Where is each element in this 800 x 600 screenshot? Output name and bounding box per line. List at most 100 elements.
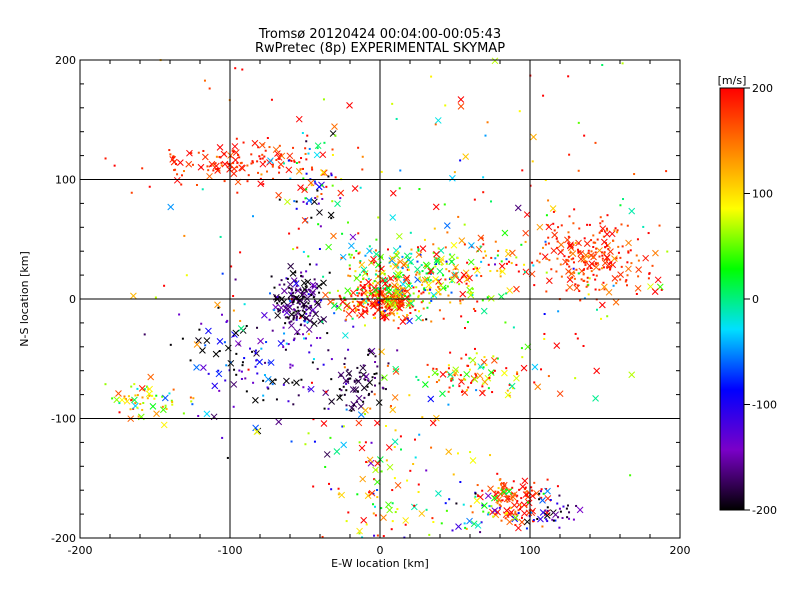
- data-point: [294, 287, 302, 294]
- data-point: [497, 487, 500, 490]
- data-point: [270, 98, 273, 101]
- data-point: [258, 141, 266, 149]
- data-point: [491, 507, 499, 514]
- data-point: [402, 276, 410, 284]
- data-point: [348, 267, 351, 270]
- x-tick-label: -200: [68, 544, 93, 557]
- data-point: [386, 300, 394, 308]
- data-point: [295, 285, 298, 288]
- data-point: [389, 278, 392, 281]
- data-point: [371, 376, 374, 379]
- data-point: [472, 307, 475, 310]
- data-point: [615, 257, 618, 260]
- data-point: [496, 472, 499, 475]
- data-point: [421, 283, 424, 286]
- data-point: [456, 257, 459, 260]
- data-point: [289, 292, 292, 295]
- data-point: [356, 287, 359, 290]
- data-point: [394, 481, 402, 489]
- data-point: [360, 384, 368, 392]
- data-point: [234, 340, 242, 347]
- data-point: [654, 276, 662, 284]
- data-point: [217, 369, 220, 372]
- data-point: [362, 298, 365, 301]
- data-point: [360, 292, 363, 295]
- data-point: [292, 339, 295, 342]
- data-point: [570, 258, 573, 261]
- data-point: [217, 306, 220, 309]
- data-point: [290, 320, 293, 323]
- data-point: [377, 301, 380, 304]
- data-point: [552, 210, 555, 213]
- data-point: [496, 491, 499, 494]
- data-point: [191, 163, 194, 166]
- data-point: [316, 195, 319, 198]
- data-point: [294, 280, 297, 283]
- data-point: [115, 390, 122, 397]
- data-point: [362, 270, 365, 273]
- data-point: [367, 299, 370, 302]
- data-point: [338, 491, 346, 499]
- data-point: [442, 317, 445, 320]
- data-point: [347, 274, 350, 277]
- data-point: [111, 397, 114, 400]
- data-point: [584, 264, 587, 267]
- data-point: [515, 263, 518, 266]
- data-point: [497, 490, 504, 498]
- data-point: [500, 260, 503, 263]
- data-point: [299, 324, 302, 327]
- data-point: [398, 187, 401, 190]
- data-point: [612, 298, 620, 306]
- data-point: [586, 280, 589, 283]
- data-point: [508, 497, 511, 500]
- data-point: [218, 389, 221, 392]
- data-point: [276, 302, 279, 305]
- data-point: [231, 149, 234, 152]
- data-point: [358, 301, 361, 304]
- data-point: [457, 215, 460, 218]
- data-point: [353, 274, 361, 282]
- data-point: [612, 284, 615, 287]
- data-point: [603, 253, 611, 261]
- data-point: [206, 172, 213, 180]
- data-point: [312, 485, 315, 488]
- data-point: [200, 322, 203, 325]
- data-point: [361, 155, 364, 158]
- data-point: [466, 321, 469, 324]
- data-point: [412, 292, 415, 295]
- data-point: [334, 134, 337, 137]
- data-point: [389, 255, 396, 262]
- data-point: [520, 497, 523, 500]
- data-point: [613, 229, 616, 232]
- data-point: [376, 300, 379, 303]
- data-point: [220, 164, 223, 167]
- data-point: [322, 363, 325, 366]
- data-point: [225, 320, 228, 323]
- data-point: [588, 223, 591, 226]
- data-point: [399, 169, 402, 172]
- data-point: [270, 275, 273, 278]
- data-point: [238, 369, 241, 372]
- data-point: [408, 394, 411, 397]
- data-point: [200, 364, 207, 371]
- colorbar-tick-label: 0: [752, 293, 759, 306]
- data-point: [624, 280, 627, 283]
- data-point: [377, 253, 385, 261]
- data-point: [474, 495, 477, 498]
- data-point: [289, 177, 292, 180]
- data-point: [590, 270, 593, 273]
- data-point: [320, 299, 323, 302]
- data-point: [400, 291, 403, 294]
- data-point: [292, 300, 295, 303]
- data-point: [278, 171, 281, 174]
- data-point: [417, 294, 420, 297]
- data-point: [481, 237, 484, 240]
- data-point: [651, 288, 659, 296]
- data-point: [480, 260, 483, 263]
- data-point: [230, 265, 233, 268]
- data-point: [482, 390, 485, 393]
- data-point: [241, 361, 244, 364]
- data-point: [357, 232, 360, 235]
- data-point: [388, 283, 391, 286]
- data-point: [185, 160, 193, 168]
